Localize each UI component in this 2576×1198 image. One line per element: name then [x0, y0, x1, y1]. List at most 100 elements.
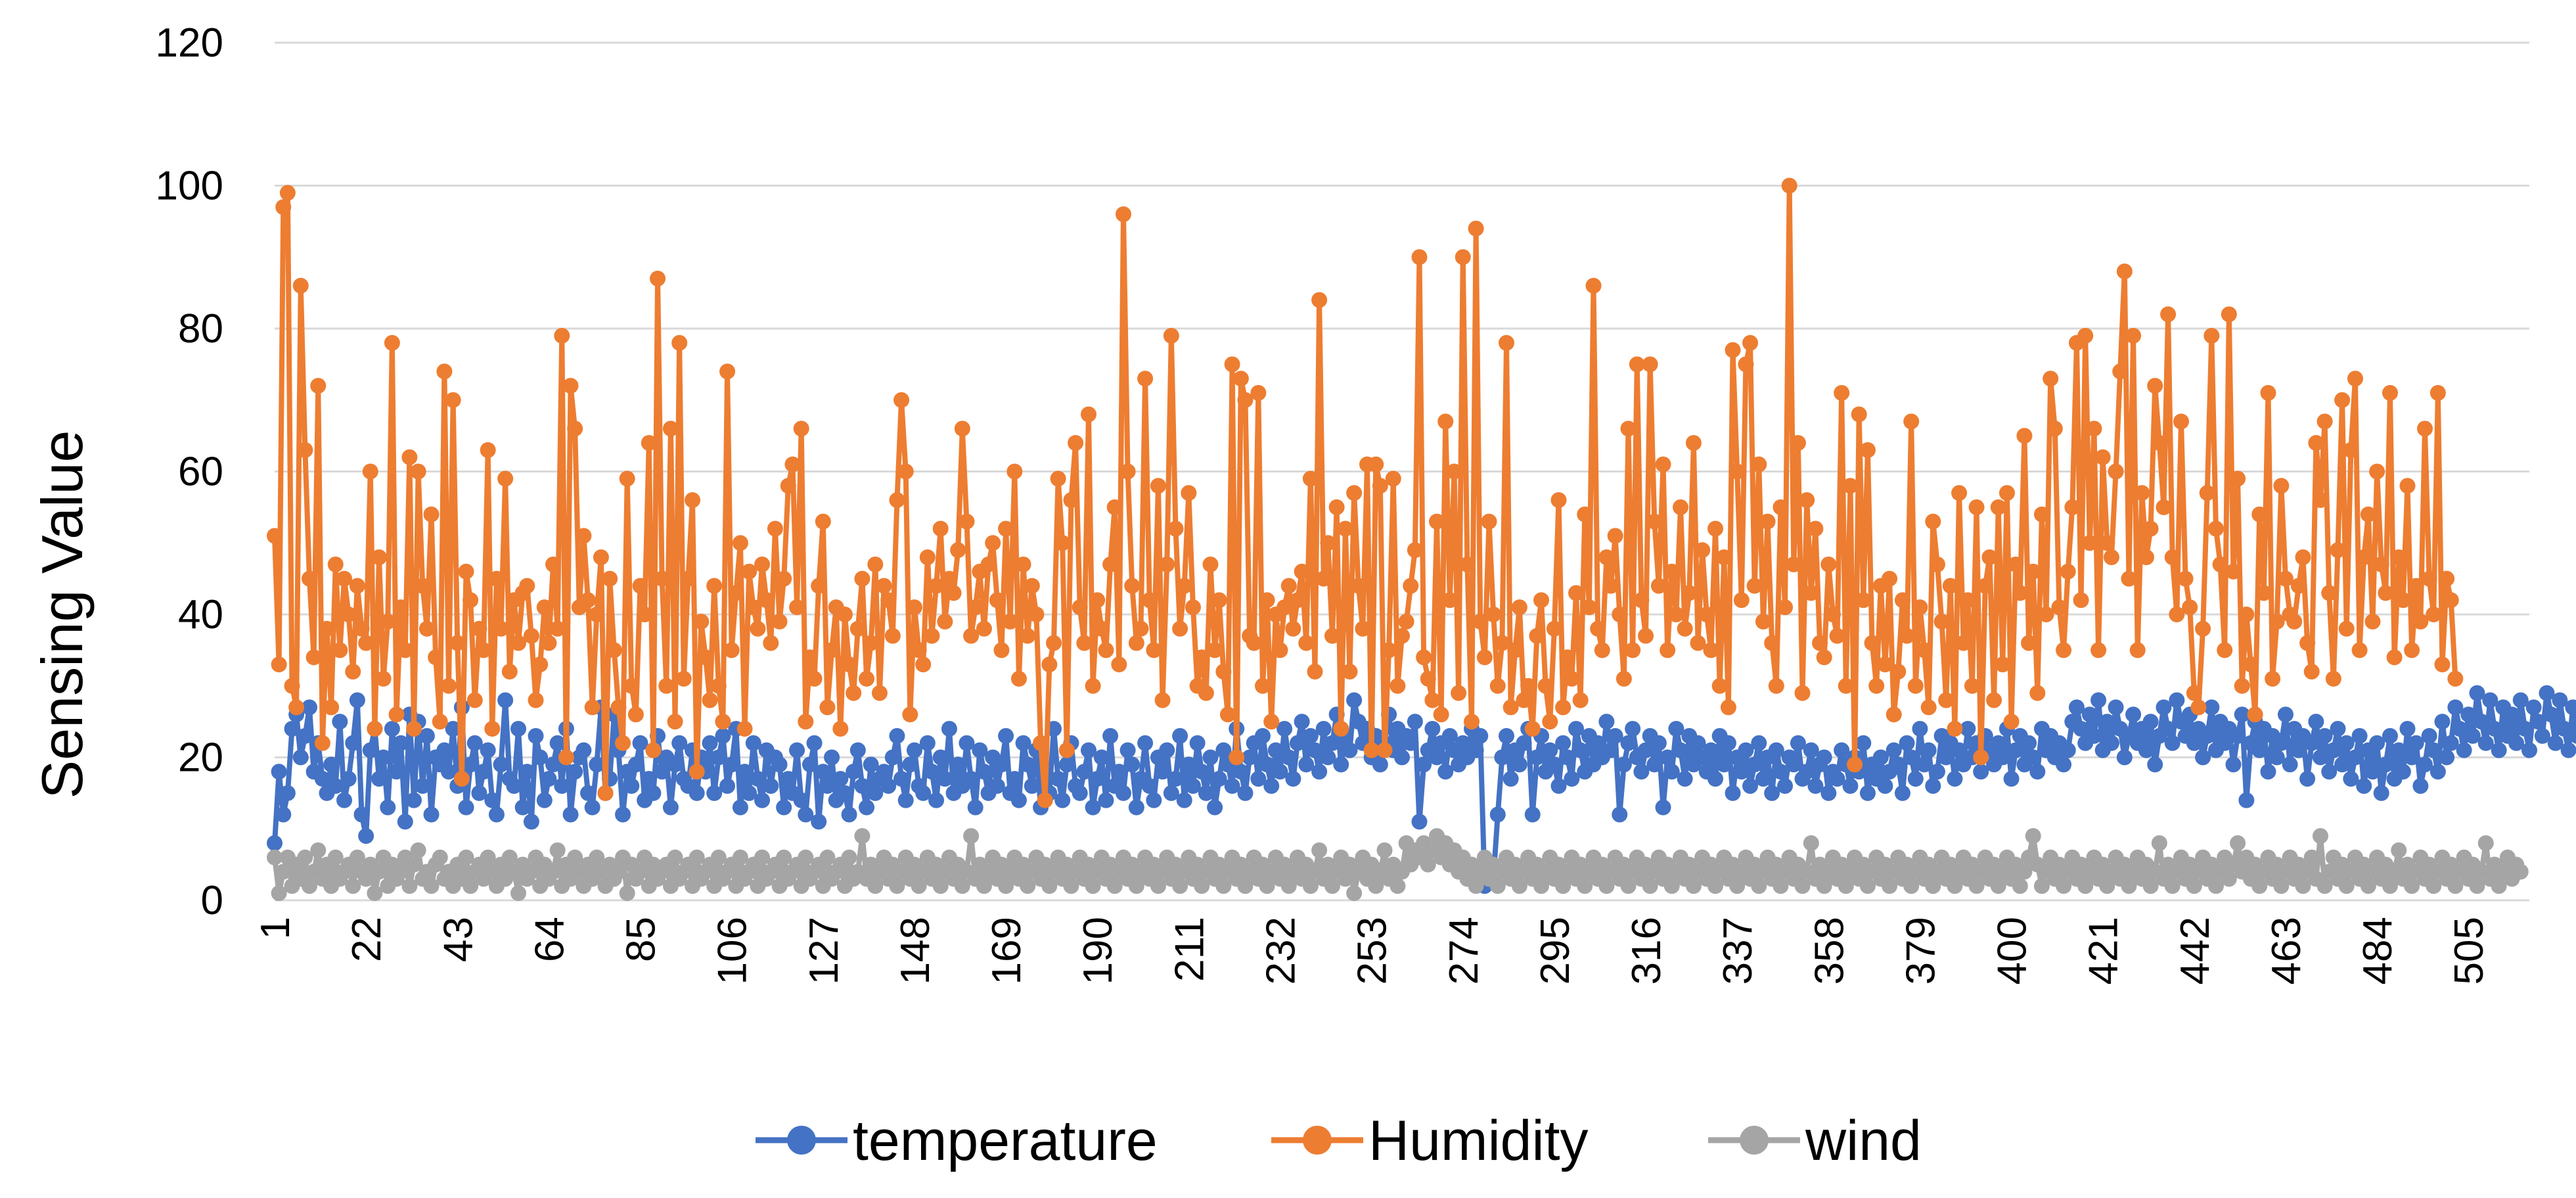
- data-point-humidity: [2121, 570, 2137, 587]
- data-point-temperature: [1189, 735, 1206, 751]
- data-point-humidity: [1499, 334, 1515, 351]
- data-point-humidity: [279, 185, 296, 201]
- data-point-temperature: [627, 756, 644, 773]
- data-point-temperature: [2316, 727, 2333, 744]
- data-point-humidity: [1472, 613, 1489, 630]
- series-wind: [267, 828, 2529, 902]
- data-point-humidity: [1955, 635, 1972, 651]
- data-point-temperature: [1834, 742, 1850, 758]
- data-point-humidity: [1855, 592, 1872, 609]
- data-point-humidity: [267, 528, 282, 544]
- data-point-temperature: [1050, 771, 1066, 787]
- data-point-wind: [963, 828, 980, 844]
- data-point-wind: [732, 849, 748, 865]
- data-point-temperature: [832, 771, 849, 787]
- data-point-temperature: [340, 771, 357, 787]
- data-point-humidity: [911, 642, 927, 658]
- data-point-temperature: [932, 749, 949, 766]
- data-point-humidity: [1277, 599, 1293, 616]
- data-point-humidity: [1812, 635, 1828, 651]
- data-point-humidity: [476, 642, 492, 658]
- data-point-wind: [932, 878, 949, 894]
- data-point-temperature: [876, 764, 892, 780]
- data-point-temperature: [1807, 778, 1824, 794]
- data-point-humidity: [2265, 670, 2281, 687]
- data-point-temperature: [1516, 735, 1532, 751]
- data-point-temperature: [1054, 792, 1071, 808]
- data-point-temperature: [349, 692, 365, 708]
- data-point-humidity: [314, 735, 330, 751]
- data-point-humidity: [811, 578, 827, 594]
- data-point-temperature: [723, 756, 740, 773]
- data-point-humidity: [549, 620, 566, 637]
- data-point-humidity: [541, 635, 557, 651]
- data-point-temperature: [1916, 756, 1933, 773]
- data-point-temperature: [1394, 749, 1410, 766]
- data-point-temperature: [1542, 742, 1558, 758]
- data-point-humidity: [1816, 649, 1832, 666]
- data-point-humidity: [362, 463, 378, 480]
- data-point-humidity: [2303, 664, 2320, 680]
- data-point-temperature: [297, 727, 313, 744]
- data-point-humidity: [1006, 463, 1023, 480]
- data-point-humidity: [458, 563, 474, 580]
- data-point-wind: [1489, 878, 1506, 894]
- data-point-temperature: [1799, 764, 1815, 780]
- data-point-humidity: [637, 607, 653, 622]
- data-point-humidity: [1660, 642, 1676, 658]
- data-point-temperature: [2421, 727, 2437, 744]
- data-point-humidity: [2247, 706, 2263, 723]
- data-point-wind: [589, 849, 605, 865]
- data-point-temperature: [1324, 735, 1340, 751]
- data-point-humidity: [2334, 392, 2351, 408]
- data-point-temperature: [884, 749, 901, 766]
- data-point-humidity: [2225, 563, 2242, 580]
- data-point-humidity: [2242, 657, 2259, 673]
- data-point-wind: [754, 849, 771, 865]
- data-point-temperature: [1764, 785, 1780, 801]
- data-point-humidity: [1516, 692, 1532, 708]
- data-point-wind: [1663, 878, 1680, 894]
- data-point-wind: [2099, 878, 2115, 894]
- data-point-temperature: [458, 799, 474, 816]
- data-point-temperature: [1215, 742, 1232, 758]
- data-point-humidity: [1616, 670, 1632, 687]
- data-point-humidity: [1307, 664, 1323, 680]
- data-point-temperature: [2195, 749, 2211, 766]
- data-point-temperature: [545, 756, 562, 773]
- data-point-temperature: [332, 714, 348, 730]
- data-point-humidity: [2173, 413, 2189, 430]
- data-point-temperature: [423, 806, 440, 823]
- data-point-humidity: [2008, 556, 2024, 572]
- data-point-humidity: [732, 535, 748, 551]
- data-point-temperature: [1886, 742, 1902, 758]
- data-point-humidity: [310, 378, 327, 394]
- data-point-humidity: [1995, 657, 2011, 673]
- data-point-temperature: [1172, 727, 1188, 744]
- data-point-humidity: [945, 585, 962, 601]
- data-point-temperature: [1407, 714, 1423, 730]
- data-point-temperature: [959, 735, 975, 751]
- data-point-humidity: [1455, 249, 1471, 265]
- data-point-temperature: [536, 792, 553, 808]
- data-point-humidity: [2190, 699, 2207, 716]
- legend-swatch-marker: [787, 1126, 816, 1155]
- data-point-wind: [2142, 878, 2159, 894]
- data-point-wind: [1390, 878, 1406, 894]
- legend-item-temperature: temperature: [756, 1109, 1158, 1172]
- data-point-wind: [954, 878, 970, 894]
- data-point-humidity: [1115, 206, 1131, 222]
- data-point-humidity: [1211, 592, 1227, 609]
- data-point-humidity: [1058, 742, 1075, 758]
- data-point-temperature: [2426, 742, 2442, 758]
- data-point-humidity: [2025, 563, 2041, 580]
- data-point-humidity: [924, 628, 940, 644]
- data-point-temperature: [1550, 778, 1567, 794]
- data-point-humidity: [2112, 363, 2129, 380]
- data-point-temperature: [1015, 735, 1031, 751]
- data-point-humidity: [719, 363, 736, 380]
- data-point-temperature: [928, 792, 945, 808]
- data-point-humidity: [1794, 685, 1811, 701]
- x-tick-label: 484: [2355, 917, 2401, 984]
